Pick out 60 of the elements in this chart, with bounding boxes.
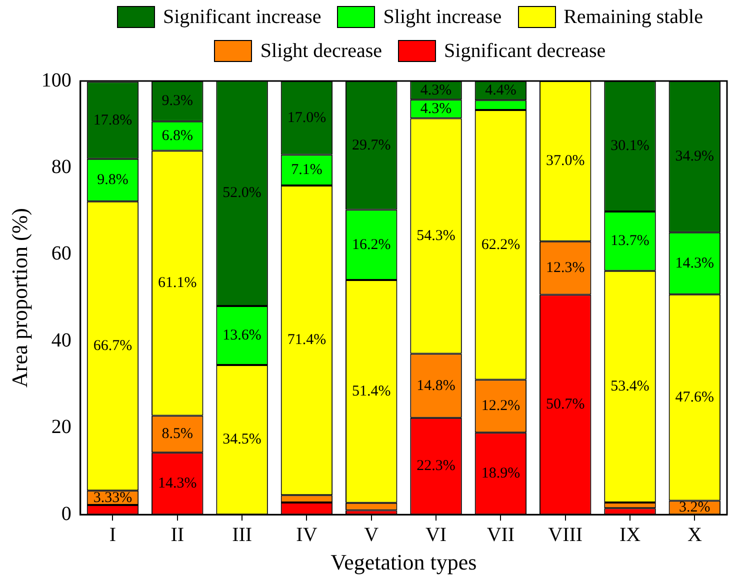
- data-label: 6.8%: [162, 128, 194, 144]
- y-tick-label: 100: [41, 69, 72, 92]
- data-label: 30.1%: [610, 138, 650, 154]
- data-label: 4.4%: [485, 82, 516, 98]
- legend-label: Significant decrease: [444, 39, 606, 64]
- y-tick-label: 0: [61, 502, 72, 525]
- x-tick-label: VI: [425, 524, 447, 546]
- data-label: 14.3%: [675, 255, 714, 272]
- x-tick-label: V: [364, 524, 380, 546]
- data-label: 61.1%: [158, 275, 197, 292]
- data-label: 52.0%: [222, 185, 262, 202]
- x-tick-label: VII: [486, 524, 515, 546]
- data-label: 3.2%: [679, 500, 710, 516]
- data-label: 8.5%: [162, 426, 194, 442]
- y-axis-title: Area proportion (%): [6, 208, 32, 388]
- data-label: 50.7%: [546, 396, 585, 413]
- legend-label: Significant increase: [162, 5, 322, 30]
- text: Remaining stable: [564, 5, 703, 30]
- data-label: 54.3%: [416, 228, 456, 244]
- data-label: 9.8%: [97, 172, 128, 188]
- data-label: 51.4%: [352, 383, 391, 400]
- data-label: 53.4%: [610, 378, 650, 395]
- data-label: 7.1%: [291, 162, 322, 178]
- legend-label: Slight increase: [383, 5, 502, 30]
- data-label: 3.33%: [93, 490, 132, 506]
- data-label: 4.3%: [420, 82, 452, 98]
- data-label: 12.2%: [481, 398, 520, 414]
- data-label: 18.9%: [481, 466, 520, 482]
- data-label: 29.7%: [352, 137, 391, 154]
- data-label: 13.7%: [610, 233, 650, 250]
- data-label: 14.3%: [158, 476, 197, 492]
- x-tick-label: IX: [619, 524, 642, 546]
- y-tick-label: 20: [51, 416, 72, 438]
- data-label: 34.9%: [675, 148, 714, 165]
- data-label: 12.3%: [546, 260, 585, 276]
- data-label: 9.3%: [162, 93, 194, 110]
- data-label: 14.8%: [416, 378, 456, 394]
- data-label: 37.0%: [546, 153, 585, 170]
- y-tick-label: 60: [51, 242, 72, 265]
- legend-label: Slight decrease: [260, 39, 382, 64]
- y-tick-label: 40: [51, 329, 72, 352]
- data-label: 47.6%: [675, 389, 714, 406]
- data-label: 17.0%: [287, 110, 326, 126]
- data-label: 66.7%: [93, 338, 132, 354]
- x-tick-label: X: [687, 524, 702, 546]
- data-label: 34.5%: [222, 432, 262, 448]
- x-tick-label: II: [170, 524, 184, 546]
- x-tick-label: VIII: [548, 524, 583, 546]
- data-label: 4.3%: [420, 100, 452, 117]
- x-axis-title: Vegetation types: [330, 550, 477, 575]
- data-label: 16.2%: [352, 236, 391, 253]
- data-label: 13.6%: [222, 327, 262, 344]
- data-label: 17.8%: [93, 112, 132, 128]
- data-label: 22.3%: [416, 458, 456, 474]
- x-tick-label: III: [232, 524, 252, 546]
- y-tick-label: 80: [51, 156, 72, 178]
- data-label: 71.4%: [287, 332, 326, 348]
- x-tick-label: I: [109, 524, 116, 546]
- x-tick-label: IV: [296, 524, 318, 546]
- data-label: 62.2%: [481, 236, 520, 253]
